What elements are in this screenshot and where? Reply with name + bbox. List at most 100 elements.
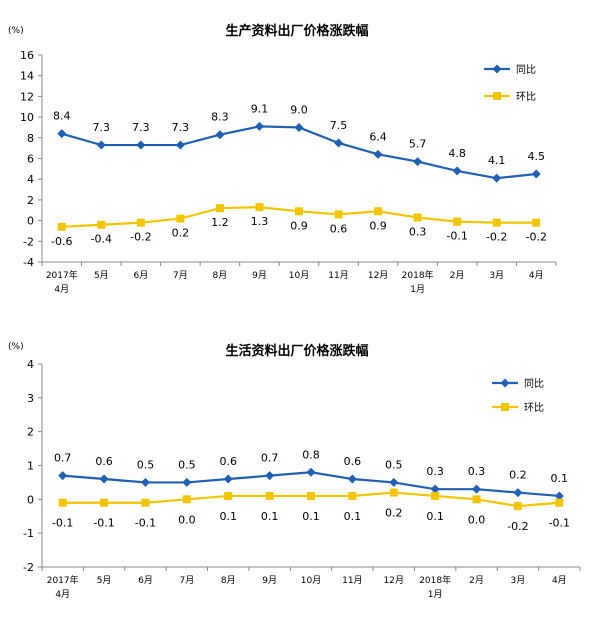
data-label: 7.3 — [132, 121, 150, 134]
y-tick-label: 4 — [27, 358, 34, 371]
data-label: 0.7 — [54, 452, 72, 465]
data-point — [96, 140, 106, 150]
data-label: 7.3 — [93, 121, 111, 134]
data-label: -0.2 — [486, 231, 507, 244]
data-label: 0.2 — [172, 227, 190, 240]
x-tick-label: 2018年 — [402, 269, 434, 281]
chart-2: 生活资料出厂价格涨跌幅 (%) -2 -1 0 1 2 3 4 2017年 4月 5月 6月 7月 8月 9月… — [8, 342, 581, 600]
data-label: 0.8 — [302, 448, 320, 461]
x-tick-label: 1月 — [410, 284, 425, 295]
data-label: -0.2 — [525, 231, 546, 244]
x-tick-label: 2017年 — [46, 269, 78, 281]
x-tick-label: 2月 — [469, 575, 484, 586]
x-tick-label: 11月 — [328, 270, 348, 281]
data-point — [215, 130, 225, 140]
data-point — [554, 491, 564, 501]
x-tick-label: 12月 — [384, 575, 404, 586]
y-tick-label: 3 — [27, 392, 34, 405]
data-label: 1.2 — [211, 216, 229, 229]
data-label: -0.1 — [446, 230, 467, 243]
legend-marker — [501, 403, 509, 411]
data-point — [532, 218, 541, 227]
x-tick-label: 2月 — [450, 270, 465, 281]
data-point — [492, 173, 502, 183]
data-point — [431, 491, 440, 500]
data-label: 0.9 — [369, 219, 387, 232]
series-环比: -0.6 -0.4 -0.2 0.2 1.2 1.3 0.9 0.6 0.9 0.3 -0.1 -0.… — [51, 203, 547, 248]
data-point — [57, 222, 66, 231]
data-point — [513, 488, 523, 498]
data-label: 4.5 — [527, 150, 545, 163]
data-point — [255, 203, 264, 212]
data-label: 7.5 — [330, 119, 348, 132]
data-point — [452, 166, 462, 176]
y-tick-label: 12 — [20, 90, 34, 103]
data-label: 0.6 — [95, 455, 113, 468]
data-point — [306, 467, 316, 477]
data-label: 0.2 — [385, 507, 403, 520]
data-point — [176, 214, 185, 223]
y-tick-label: -2 — [23, 561, 34, 574]
data-label: 0.1 — [551, 472, 569, 485]
data-label: -0.1 — [93, 517, 114, 530]
data-point — [347, 474, 357, 484]
data-point — [182, 495, 191, 504]
data-point — [389, 477, 399, 487]
y-tick-label: 0 — [27, 493, 34, 506]
data-point — [140, 477, 150, 487]
data-label: 0.5 — [137, 458, 155, 471]
data-point — [99, 474, 109, 484]
data-label: -0.1 — [135, 517, 156, 530]
data-point — [453, 217, 462, 226]
x-tick-label: 3月 — [489, 270, 504, 281]
data-point — [175, 140, 185, 150]
x-tick-label: 4月 — [529, 270, 544, 281]
data-label: 0.3 — [409, 225, 427, 238]
x-tick-label: 5月 — [94, 270, 109, 281]
legend-marker — [500, 378, 510, 388]
chart-title: 生产资料出厂价格涨跌幅 — [225, 23, 368, 39]
data-label: 8.3 — [211, 111, 229, 124]
series-环比: -0.1 -0.1 -0.1 0.0 0.1 0.1 0.1 0.1 0.2 0.1 0.0 -0.2… — [52, 488, 570, 533]
legend-marker — [493, 92, 501, 100]
data-label: 0.6 — [219, 455, 237, 468]
data-label: 7.3 — [172, 121, 190, 134]
x-tick-label: 4月 — [55, 589, 70, 600]
data-point — [389, 488, 398, 497]
data-label: 0.9 — [290, 219, 308, 232]
data-point — [348, 491, 357, 500]
data-label: 8.4 — [53, 110, 71, 123]
data-point — [531, 169, 541, 179]
x-tick-label: 3月 — [511, 575, 526, 586]
data-label: -0.4 — [91, 233, 112, 246]
x-tick-label: 8月 — [213, 270, 228, 281]
data-point — [100, 498, 109, 507]
y-tick-label: 0 — [27, 215, 34, 228]
series-同比: 0.7 0.6 0.5 0.5 0.6 0.7 0.8 0.6 0.5 0.3 0.3 0.2 0.1 — [54, 448, 569, 501]
data-label: 0.7 — [261, 452, 279, 465]
data-label: 0.0 — [178, 513, 196, 526]
data-label: 0.6 — [330, 222, 348, 235]
data-point — [58, 498, 67, 507]
data-label: 0.2 — [509, 469, 527, 482]
data-point — [472, 495, 481, 504]
series-同比: 8.4 7.3 7.3 7.3 8.3 9.1 9.0 7.5 6.4 5.7 4.8 4.1 4.5 — [53, 102, 545, 183]
data-point — [136, 140, 146, 150]
data-label: 9.1 — [251, 102, 269, 115]
legend-label: 环比 — [516, 91, 536, 103]
y-unit-label: (%) — [8, 26, 24, 36]
data-label: 1.3 — [251, 215, 269, 228]
data-point — [413, 213, 422, 222]
y-tick-label: -1 — [23, 527, 34, 540]
x-tick-label: 10月 — [289, 270, 309, 281]
y-tick-label: 14 — [20, 70, 34, 83]
data-label: -0.2 — [507, 520, 528, 533]
legend-entry: 环比 — [492, 402, 544, 414]
data-point — [265, 471, 275, 481]
data-label: -0.6 — [51, 235, 72, 248]
data-label: 5.7 — [409, 138, 427, 151]
x-tick-label: 11月 — [342, 575, 362, 586]
x-tick-label: 4月 — [552, 575, 567, 586]
